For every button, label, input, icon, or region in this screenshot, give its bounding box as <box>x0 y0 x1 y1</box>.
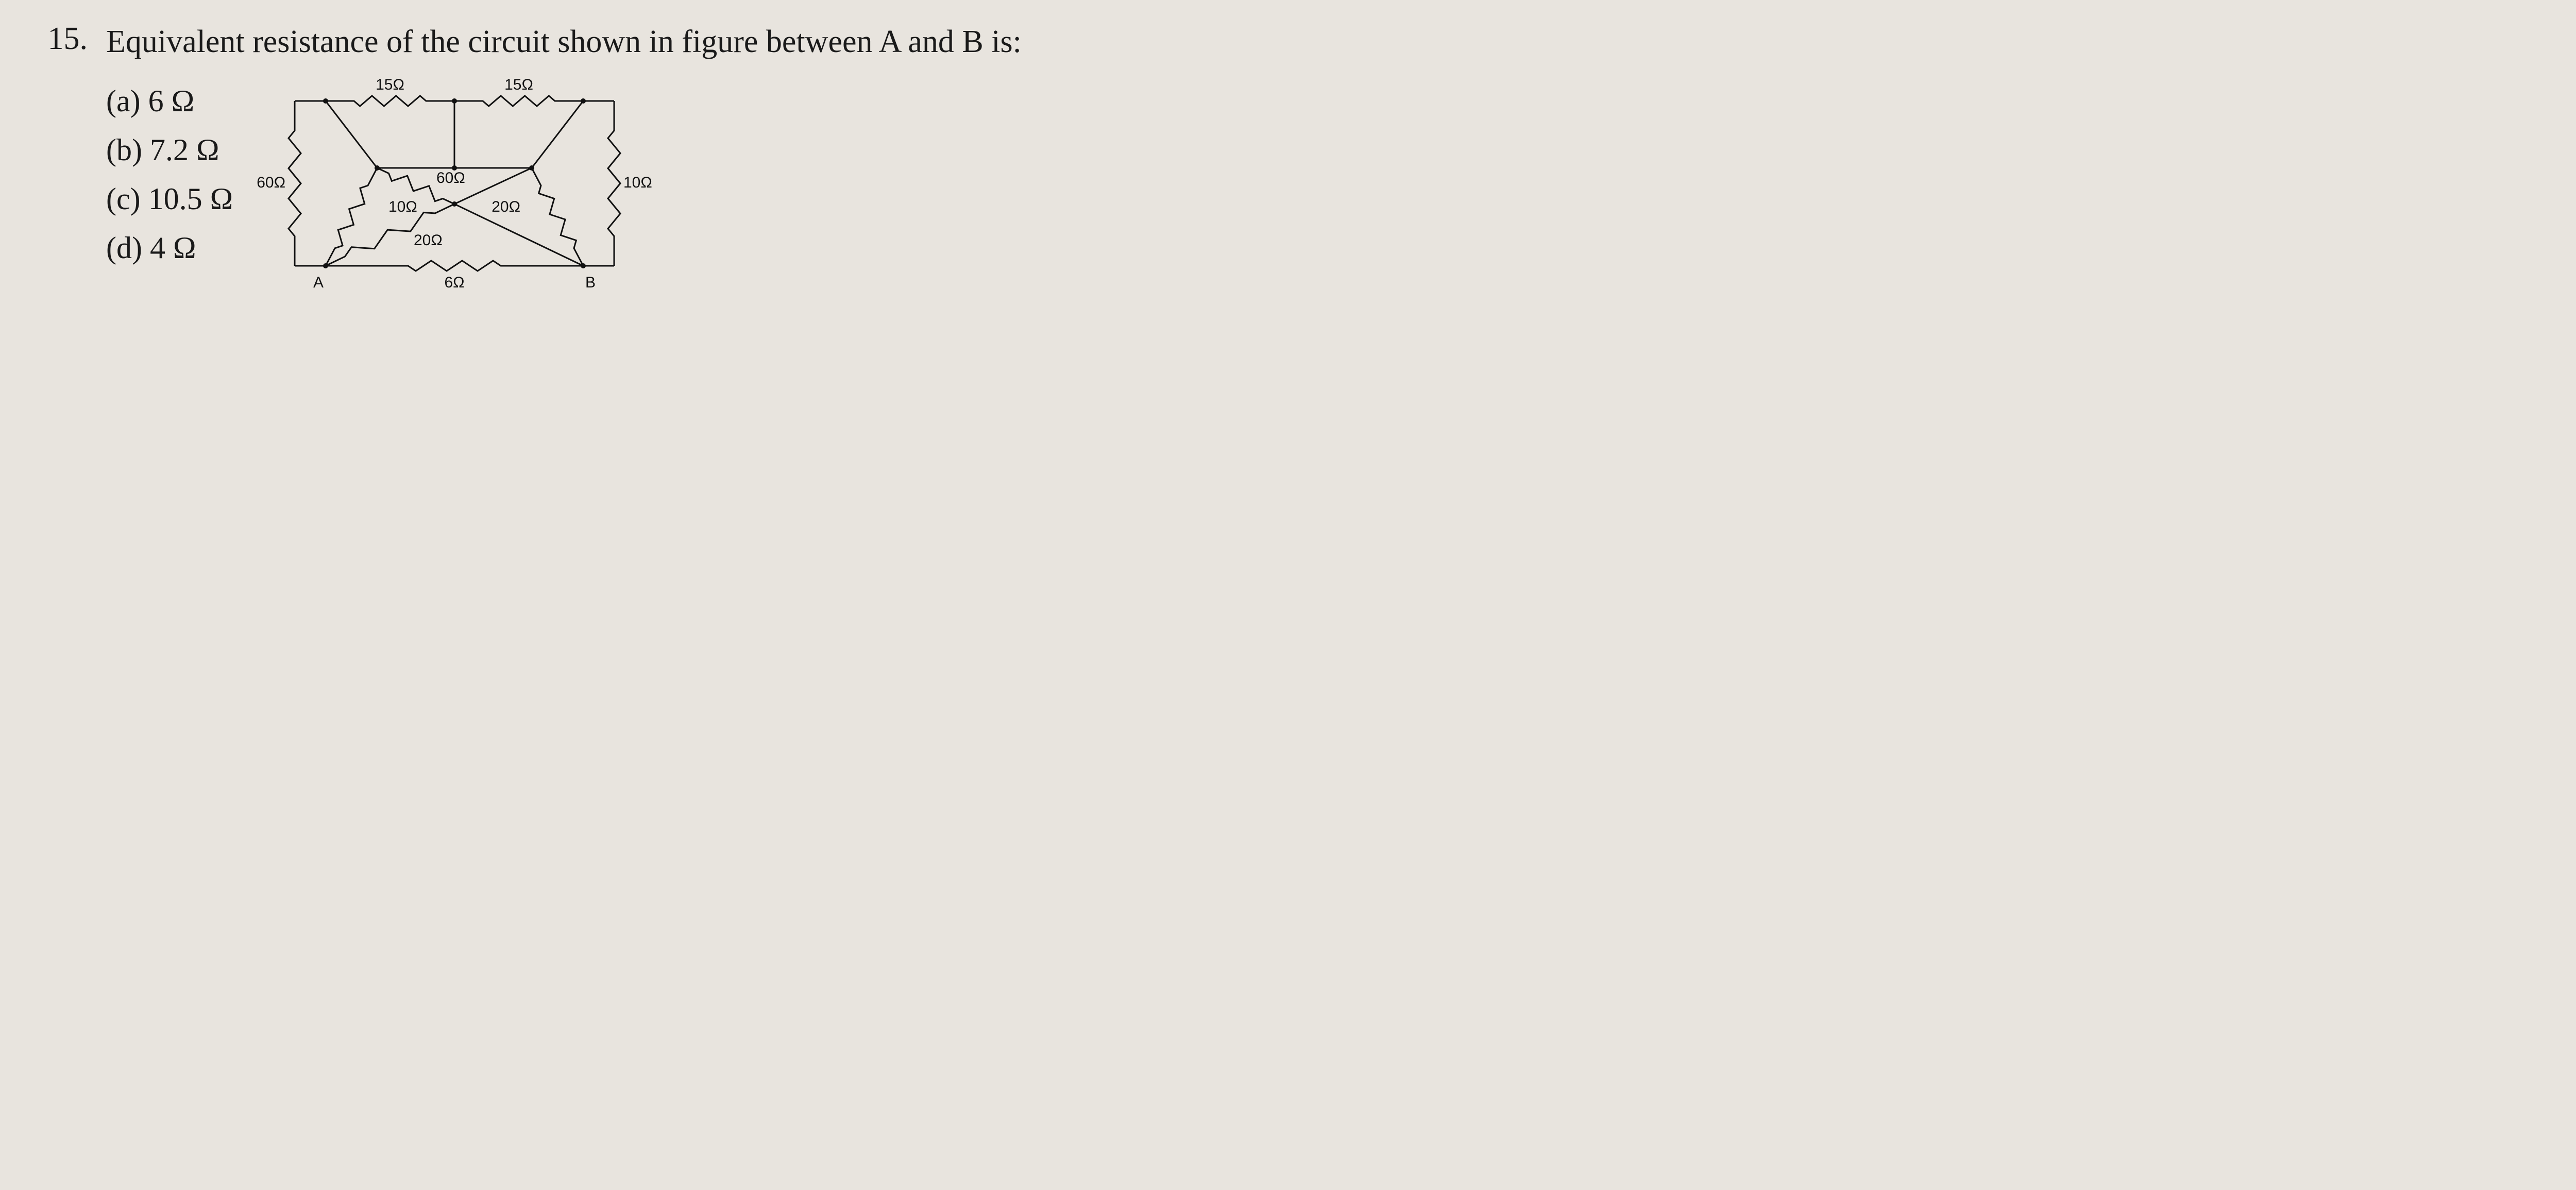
option-a: (a) 6 Ω <box>106 83 233 119</box>
svg-text:A: A <box>313 274 324 291</box>
option-b-key: (b) <box>106 133 142 167</box>
svg-text:15Ω: 15Ω <box>376 76 404 93</box>
option-d-text: 4 Ω <box>150 231 196 265</box>
option-b-text: 7.2 Ω <box>150 133 219 167</box>
option-a-key: (a) <box>106 84 141 118</box>
svg-text:20Ω: 20Ω <box>492 198 520 215</box>
svg-text:15Ω: 15Ω <box>504 76 533 93</box>
option-d-key: (d) <box>106 231 142 265</box>
option-a-text: 6 Ω <box>148 84 195 118</box>
svg-text:60Ω: 60Ω <box>257 174 285 191</box>
option-c: (c) 10.5 Ω <box>106 181 233 217</box>
circuit-diagram: 15Ω 15Ω 60Ω 10Ω 10Ω 20Ω 60Ω 20Ω 6Ω A B <box>253 70 655 307</box>
option-b: (b) 7.2 Ω <box>106 132 233 168</box>
svg-text:B: B <box>585 274 596 291</box>
svg-text:6Ω: 6Ω <box>445 274 465 291</box>
options-list: (a) 6 Ω (b) 7.2 Ω (c) 10.5 Ω (d) 4 Ω <box>106 70 233 279</box>
svg-text:20Ω: 20Ω <box>414 232 443 249</box>
option-c-text: 10.5 Ω <box>148 182 233 216</box>
option-c-key: (c) <box>106 182 141 216</box>
svg-text:60Ω: 60Ω <box>436 169 465 186</box>
question-number: 15. <box>31 21 88 57</box>
svg-text:10Ω: 10Ω <box>623 174 652 191</box>
question-stem: Equivalent resistance of the circuit sho… <box>106 21 1164 64</box>
svg-text:10Ω: 10Ω <box>388 198 417 215</box>
option-d: (d) 4 Ω <box>106 230 233 266</box>
